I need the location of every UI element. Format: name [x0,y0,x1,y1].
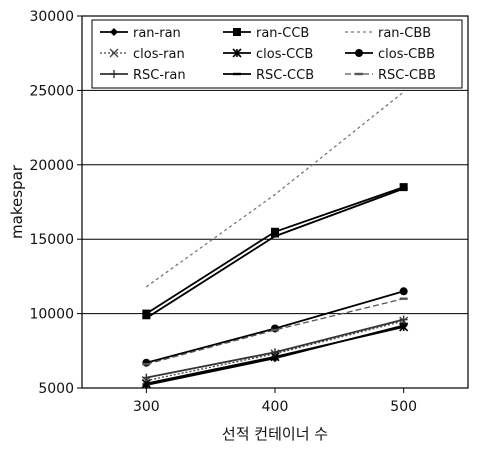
series-line-ran-cbb [146,92,403,287]
legend-marker-rsc-cbb [355,73,363,75]
legend-label: RSC-ran [133,68,186,83]
series-line-ran-ccb [146,187,403,313]
data-point-rsc-cbb-300 [142,363,150,365]
legend-label: RSC-CCB [256,68,314,83]
x-tick-label: 400 [262,399,289,415]
legend-label: clos-ran [133,47,185,62]
data-point-rsc-cbb-400 [271,329,279,331]
x-tick-label: 300 [133,399,160,415]
y-tick-label: 5000 [38,381,74,397]
y-tick-label: 30000 [29,9,74,25]
y-tick-label: 20000 [29,158,74,174]
data-point-rsc-ccb-300 [142,317,150,319]
data-point-rsc-cbb-500 [400,298,408,300]
legend-label: ran-CCB [256,26,309,41]
x-tick-label: 500 [390,399,417,415]
legend-label: ran-ran [133,26,181,41]
legend-label: RSC-CBB [378,68,436,83]
legend-marker-clos-cbb [355,49,363,57]
legend-marker-ran-ccb [233,28,241,36]
data-point-rsc-ccb-500 [400,187,408,189]
x-axis-title: 선적 컨테이너 수 [222,425,328,443]
y-tick-label: 25000 [29,83,74,99]
data-point-clos-cbb-500 [400,287,408,295]
y-tick-label: 10000 [29,307,74,323]
legend-label: ran-CBB [378,26,431,41]
data-point-rsc-ccb-400 [271,235,279,237]
y-tick-label: 15000 [29,232,74,248]
series-line-rsc-ccb [146,189,403,318]
y-axis-title: makespar [8,164,26,239]
data-point-rsc-ran-400 [271,348,279,356]
data-point-clos-cbb-300 [142,359,150,367]
legend-marker-rsc-ccb [233,73,241,75]
legend-label: clos-CCB [256,47,313,62]
legend-label: clos-CBB [378,47,435,62]
